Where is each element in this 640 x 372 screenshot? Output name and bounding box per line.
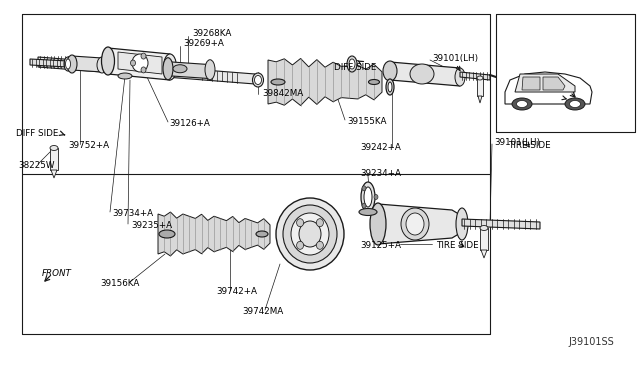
Polygon shape bbox=[268, 58, 382, 106]
Polygon shape bbox=[50, 148, 58, 170]
Ellipse shape bbox=[253, 73, 264, 87]
Polygon shape bbox=[480, 228, 488, 250]
Text: DIFF SIDE: DIFF SIDE bbox=[16, 129, 58, 138]
Ellipse shape bbox=[296, 241, 303, 249]
Polygon shape bbox=[390, 62, 462, 86]
Text: 39234+A: 39234+A bbox=[360, 170, 401, 179]
Polygon shape bbox=[118, 52, 162, 74]
Ellipse shape bbox=[159, 230, 175, 238]
Ellipse shape bbox=[370, 203, 386, 245]
Ellipse shape bbox=[516, 100, 527, 108]
Text: 39242+A: 39242+A bbox=[360, 144, 401, 153]
Polygon shape bbox=[515, 74, 575, 92]
Text: 39752+A: 39752+A bbox=[68, 141, 109, 151]
Polygon shape bbox=[543, 77, 565, 90]
Ellipse shape bbox=[386, 79, 394, 95]
Ellipse shape bbox=[296, 219, 303, 227]
Ellipse shape bbox=[173, 65, 187, 73]
Ellipse shape bbox=[163, 54, 177, 80]
Ellipse shape bbox=[374, 195, 378, 199]
Polygon shape bbox=[478, 96, 482, 103]
Text: 39742+A: 39742+A bbox=[216, 288, 257, 296]
Polygon shape bbox=[477, 78, 483, 96]
Ellipse shape bbox=[299, 221, 321, 247]
Ellipse shape bbox=[102, 47, 115, 75]
Polygon shape bbox=[38, 57, 255, 84]
Ellipse shape bbox=[512, 98, 532, 110]
Text: FRONT: FRONT bbox=[42, 269, 72, 279]
Ellipse shape bbox=[570, 100, 580, 108]
Ellipse shape bbox=[480, 225, 488, 231]
Text: 39126+A: 39126+A bbox=[169, 119, 210, 128]
Polygon shape bbox=[51, 170, 57, 178]
Ellipse shape bbox=[565, 98, 585, 110]
Ellipse shape bbox=[132, 54, 148, 72]
Ellipse shape bbox=[369, 80, 380, 84]
Ellipse shape bbox=[410, 64, 434, 84]
Ellipse shape bbox=[205, 60, 215, 80]
Text: TIRE SIDE: TIRE SIDE bbox=[508, 141, 550, 151]
Ellipse shape bbox=[163, 58, 173, 80]
Text: 39156KA: 39156KA bbox=[100, 279, 140, 289]
Polygon shape bbox=[168, 62, 212, 79]
Text: J39101SS: J39101SS bbox=[568, 337, 614, 347]
Ellipse shape bbox=[141, 53, 146, 59]
Text: 39235+A: 39235+A bbox=[131, 221, 172, 231]
Ellipse shape bbox=[255, 76, 262, 84]
Polygon shape bbox=[522, 77, 540, 90]
Ellipse shape bbox=[362, 186, 366, 191]
Ellipse shape bbox=[118, 73, 132, 79]
Ellipse shape bbox=[291, 213, 329, 255]
Ellipse shape bbox=[316, 219, 323, 227]
Ellipse shape bbox=[271, 79, 285, 85]
Text: 39269+A: 39269+A bbox=[183, 39, 224, 48]
Ellipse shape bbox=[347, 56, 357, 72]
Ellipse shape bbox=[64, 57, 72, 71]
Ellipse shape bbox=[349, 59, 355, 69]
Text: 39842MA: 39842MA bbox=[262, 90, 303, 99]
Ellipse shape bbox=[455, 68, 465, 86]
Ellipse shape bbox=[316, 241, 323, 249]
Text: DIFF SIDE: DIFF SIDE bbox=[334, 64, 376, 73]
Text: 39734+A: 39734+A bbox=[112, 209, 153, 218]
Polygon shape bbox=[158, 212, 270, 256]
Text: 38225W: 38225W bbox=[18, 160, 54, 170]
Polygon shape bbox=[108, 48, 170, 80]
Ellipse shape bbox=[67, 55, 77, 73]
Ellipse shape bbox=[401, 208, 429, 240]
Polygon shape bbox=[481, 250, 487, 258]
Ellipse shape bbox=[383, 61, 397, 81]
Ellipse shape bbox=[477, 76, 483, 80]
Ellipse shape bbox=[141, 67, 146, 73]
Ellipse shape bbox=[364, 187, 372, 207]
Text: 39742MA: 39742MA bbox=[242, 308, 284, 317]
Text: 39155KA: 39155KA bbox=[347, 118, 387, 126]
Ellipse shape bbox=[359, 208, 377, 215]
Polygon shape bbox=[505, 72, 592, 104]
Polygon shape bbox=[30, 59, 68, 67]
Ellipse shape bbox=[406, 213, 424, 235]
Polygon shape bbox=[460, 72, 490, 80]
Polygon shape bbox=[378, 204, 462, 244]
Text: TIRE SIDE: TIRE SIDE bbox=[436, 241, 479, 250]
Ellipse shape bbox=[276, 198, 344, 270]
Polygon shape bbox=[462, 219, 540, 229]
Text: 39268KA: 39268KA bbox=[192, 29, 232, 38]
Text: 39101(LH): 39101(LH) bbox=[432, 54, 478, 62]
Ellipse shape bbox=[456, 208, 468, 240]
Polygon shape bbox=[72, 56, 102, 72]
Ellipse shape bbox=[97, 57, 107, 73]
Ellipse shape bbox=[256, 231, 268, 237]
Text: 39101(LH): 39101(LH) bbox=[494, 138, 540, 147]
Text: 39125+A: 39125+A bbox=[360, 241, 401, 250]
Ellipse shape bbox=[65, 59, 70, 69]
Ellipse shape bbox=[283, 205, 337, 263]
Ellipse shape bbox=[50, 145, 58, 151]
Ellipse shape bbox=[362, 203, 366, 208]
Ellipse shape bbox=[131, 60, 136, 66]
Ellipse shape bbox=[361, 182, 375, 212]
Ellipse shape bbox=[388, 82, 392, 92]
